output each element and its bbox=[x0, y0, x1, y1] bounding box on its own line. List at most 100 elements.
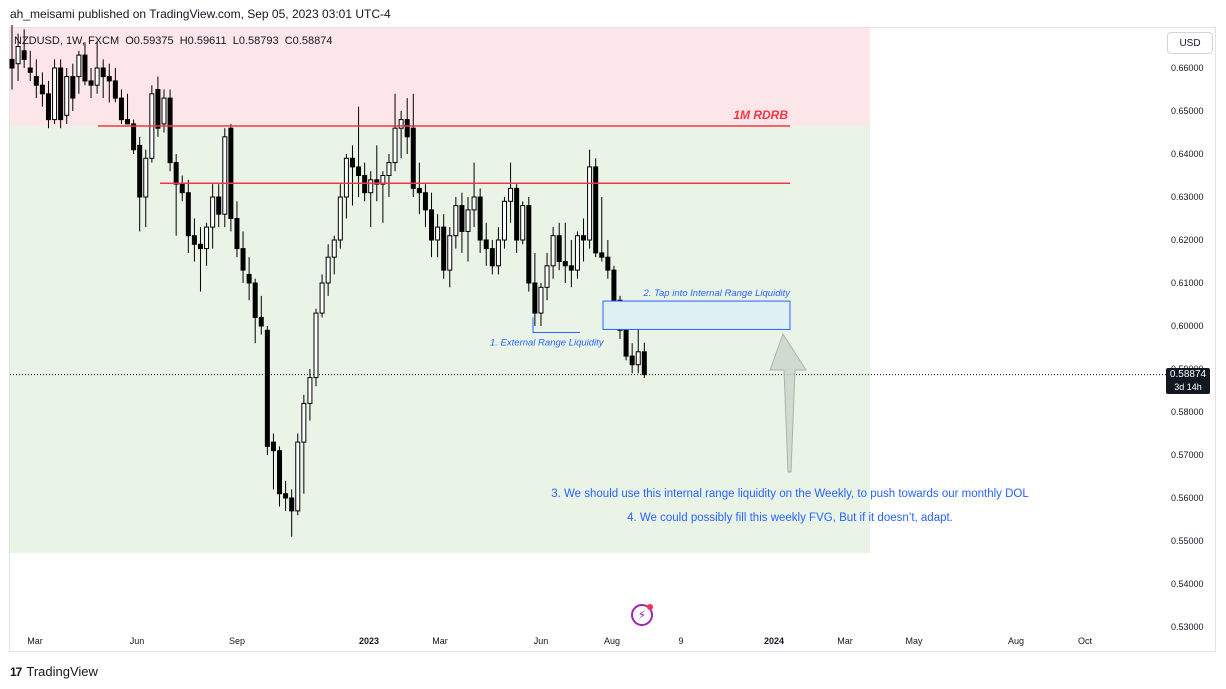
bear-candle bbox=[562, 261, 568, 267]
bear-candle bbox=[100, 67, 106, 78]
bull-candle bbox=[94, 67, 100, 86]
chart-frame bbox=[9, 27, 1216, 652]
y-tick-label: 0.54000 bbox=[1171, 579, 1204, 589]
bear-candle bbox=[58, 67, 64, 121]
notification-dot-icon bbox=[647, 604, 653, 610]
bear-candle bbox=[131, 123, 137, 151]
bear-candle bbox=[270, 441, 276, 452]
symbol-label[interactable]: NZDUSD, 1W, FXCM bbox=[14, 35, 120, 47]
bear-candle bbox=[252, 282, 258, 318]
bear-candle bbox=[441, 226, 447, 271]
bear-candle bbox=[477, 196, 483, 241]
open-value: O0.59375 bbox=[125, 35, 174, 47]
external-liquidity-label: 1. External Range Liquidity bbox=[490, 337, 605, 348]
bear-candle bbox=[191, 235, 197, 245]
bear-candle bbox=[228, 127, 234, 219]
bear-candle bbox=[179, 183, 185, 194]
bull-candle bbox=[495, 239, 501, 267]
bear-candle bbox=[70, 76, 76, 99]
bear-candle bbox=[112, 80, 118, 99]
x-tick-label: Mar bbox=[432, 636, 448, 646]
x-tick-label: 2023 bbox=[359, 636, 379, 646]
bull-candle bbox=[204, 226, 210, 250]
bear-candle bbox=[605, 256, 611, 271]
fvg-label: 2. Tap into Internal Range Liquidity bbox=[643, 288, 792, 299]
bear-candle bbox=[410, 127, 416, 189]
lightning-badge-icon[interactable]: ⚡ bbox=[631, 604, 653, 626]
bull-candle bbox=[307, 377, 313, 404]
bear-candle bbox=[459, 205, 465, 232]
bull-candle bbox=[210, 196, 216, 228]
bear-candle bbox=[404, 119, 410, 138]
x-tick-label: Aug bbox=[604, 636, 620, 646]
bull-candle bbox=[368, 179, 374, 194]
bear-candle bbox=[623, 329, 629, 357]
bear-candle bbox=[532, 282, 538, 314]
bear-candle bbox=[629, 355, 635, 366]
bull-candle bbox=[544, 265, 550, 288]
bull-candle bbox=[574, 235, 580, 271]
bear-candle bbox=[349, 157, 355, 168]
bull-candle bbox=[76, 54, 82, 78]
bear-candle bbox=[9, 58, 15, 69]
y-tick-label: 0.57000 bbox=[1171, 450, 1204, 460]
y-tick-label: 0.61000 bbox=[1171, 278, 1204, 288]
y-tick-label: 0.60000 bbox=[1171, 321, 1204, 331]
last-price-value: 0.58874 bbox=[1169, 369, 1207, 380]
x-tick-label: Oct bbox=[1078, 636, 1093, 646]
level-label: 1M RDRB bbox=[733, 108, 788, 122]
close-value: C0.58874 bbox=[284, 35, 333, 47]
bear-candle bbox=[33, 76, 39, 86]
bull-candle bbox=[501, 200, 507, 241]
x-tick-label: Aug bbox=[1008, 636, 1024, 646]
bear-candle bbox=[125, 119, 131, 125]
bull-candle bbox=[587, 166, 593, 241]
bear-candle bbox=[429, 209, 435, 241]
bear-candle bbox=[137, 144, 143, 198]
x-tick-label: Mar bbox=[837, 636, 853, 646]
bear-candle bbox=[611, 269, 617, 301]
bull-candle bbox=[331, 239, 337, 258]
up-arrow bbox=[769, 332, 807, 473]
bull-candle bbox=[380, 175, 386, 185]
bull-candle bbox=[313, 312, 319, 379]
bear-candle bbox=[283, 493, 289, 499]
discount-zone bbox=[10, 126, 870, 554]
bar-countdown: 3d 14h bbox=[1174, 382, 1202, 392]
bull-candle bbox=[325, 256, 331, 284]
bear-candle bbox=[21, 50, 27, 60]
bull-candle bbox=[295, 441, 301, 512]
tradingview-logo-icon: 17 bbox=[10, 664, 22, 679]
x-tick-label: Jun bbox=[130, 636, 145, 646]
bear-candle bbox=[246, 273, 252, 284]
x-tick-label: Jun bbox=[534, 636, 549, 646]
y-tick-label: 0.66000 bbox=[1171, 63, 1204, 73]
bear-candle bbox=[185, 192, 191, 237]
bull-candle bbox=[337, 196, 343, 241]
y-tick-label: 0.58000 bbox=[1171, 407, 1204, 417]
bull-candle bbox=[465, 209, 471, 232]
bull-candle bbox=[538, 286, 544, 314]
low-value: L0.58793 bbox=[232, 35, 279, 47]
external-liquidity-marker bbox=[532, 317, 580, 333]
bear-candle bbox=[362, 175, 368, 194]
bear-candle bbox=[489, 248, 495, 267]
bull-candle bbox=[453, 205, 459, 237]
bear-candle bbox=[173, 162, 179, 185]
y-tick-label: 0.65000 bbox=[1171, 106, 1204, 116]
bear-candle bbox=[526, 205, 532, 284]
currency-button[interactable]: USD bbox=[1167, 32, 1213, 54]
note-3: 3. We should use this internal range liq… bbox=[551, 488, 1029, 500]
bear-candle bbox=[155, 89, 161, 129]
bear-candle bbox=[27, 67, 33, 73]
x-tick-label: Mar bbox=[27, 636, 43, 646]
brand-name: TradingView bbox=[26, 664, 98, 679]
bear-candle bbox=[106, 76, 112, 82]
footer-logo[interactable]: 17 TradingView bbox=[10, 664, 98, 679]
bear-candle bbox=[581, 235, 587, 241]
bull-candle bbox=[447, 235, 453, 271]
y-tick-label: 0.55000 bbox=[1171, 536, 1204, 546]
bull-candle bbox=[635, 351, 641, 366]
x-tick-label: 2024 bbox=[764, 636, 784, 646]
